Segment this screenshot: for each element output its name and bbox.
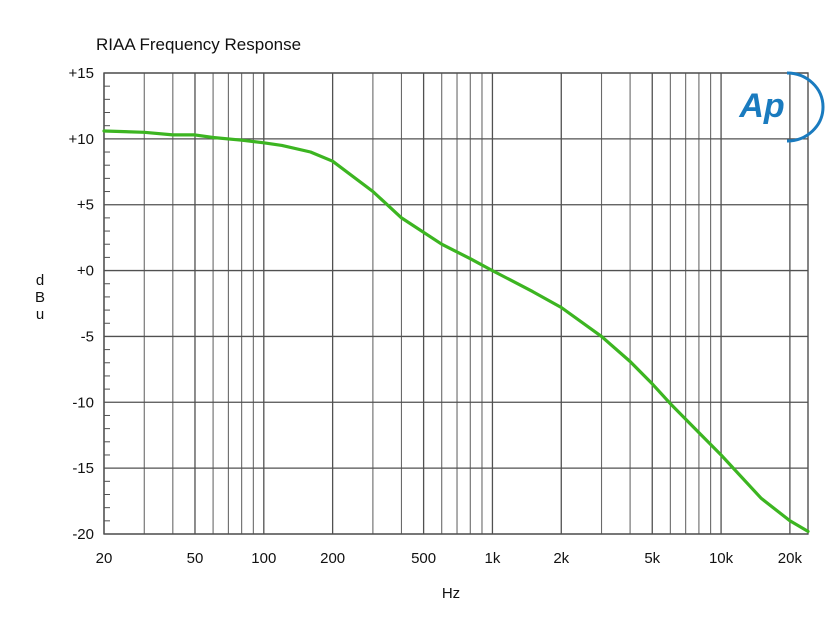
- y-tick-label: -20: [72, 526, 94, 543]
- chart-title: RIAA Frequency Response: [96, 35, 301, 54]
- logo-arc: [786, 71, 825, 143]
- y-tick-labels: +15 +10 +5 +0 -5 -10 -15 -20: [69, 65, 94, 543]
- x-tick-label: 5k: [644, 550, 660, 567]
- series-group: [102, 129, 810, 534]
- x-tick-label: 20: [96, 550, 113, 567]
- x-tick-label: 10k: [709, 550, 734, 567]
- y-tick-label: -5: [81, 328, 94, 345]
- x-tick-label: 20k: [778, 550, 803, 567]
- grid: [103, 72, 808, 535]
- x-tick-label: 200: [320, 550, 345, 567]
- y-tick-label: +0: [77, 263, 94, 280]
- y-tick-label: -15: [72, 460, 94, 477]
- y-tick-label: +10: [69, 131, 94, 148]
- x-tick-label: 1k: [485, 550, 501, 567]
- x-tick-label: 50: [187, 550, 204, 567]
- x-tick-label: 100: [251, 550, 276, 567]
- logo-text: Ap: [738, 87, 784, 125]
- x-axis-label: Hz: [442, 585, 460, 602]
- x-tick-labels: 20 50 100 200 500 1k 2k 5k 10k 20k: [96, 550, 803, 567]
- x-tick-label: 2k: [553, 550, 569, 567]
- x-tick-label: 500: [411, 550, 436, 567]
- ap-logo: Ap: [738, 71, 825, 143]
- y-tick-label: +15: [69, 65, 94, 82]
- y-tick-label: +5: [77, 197, 94, 214]
- series-line: [102, 129, 810, 534]
- plot-frame: [103, 72, 809, 535]
- y-tick-label: -10: [72, 394, 94, 411]
- y-minor-ticks: [104, 85, 110, 522]
